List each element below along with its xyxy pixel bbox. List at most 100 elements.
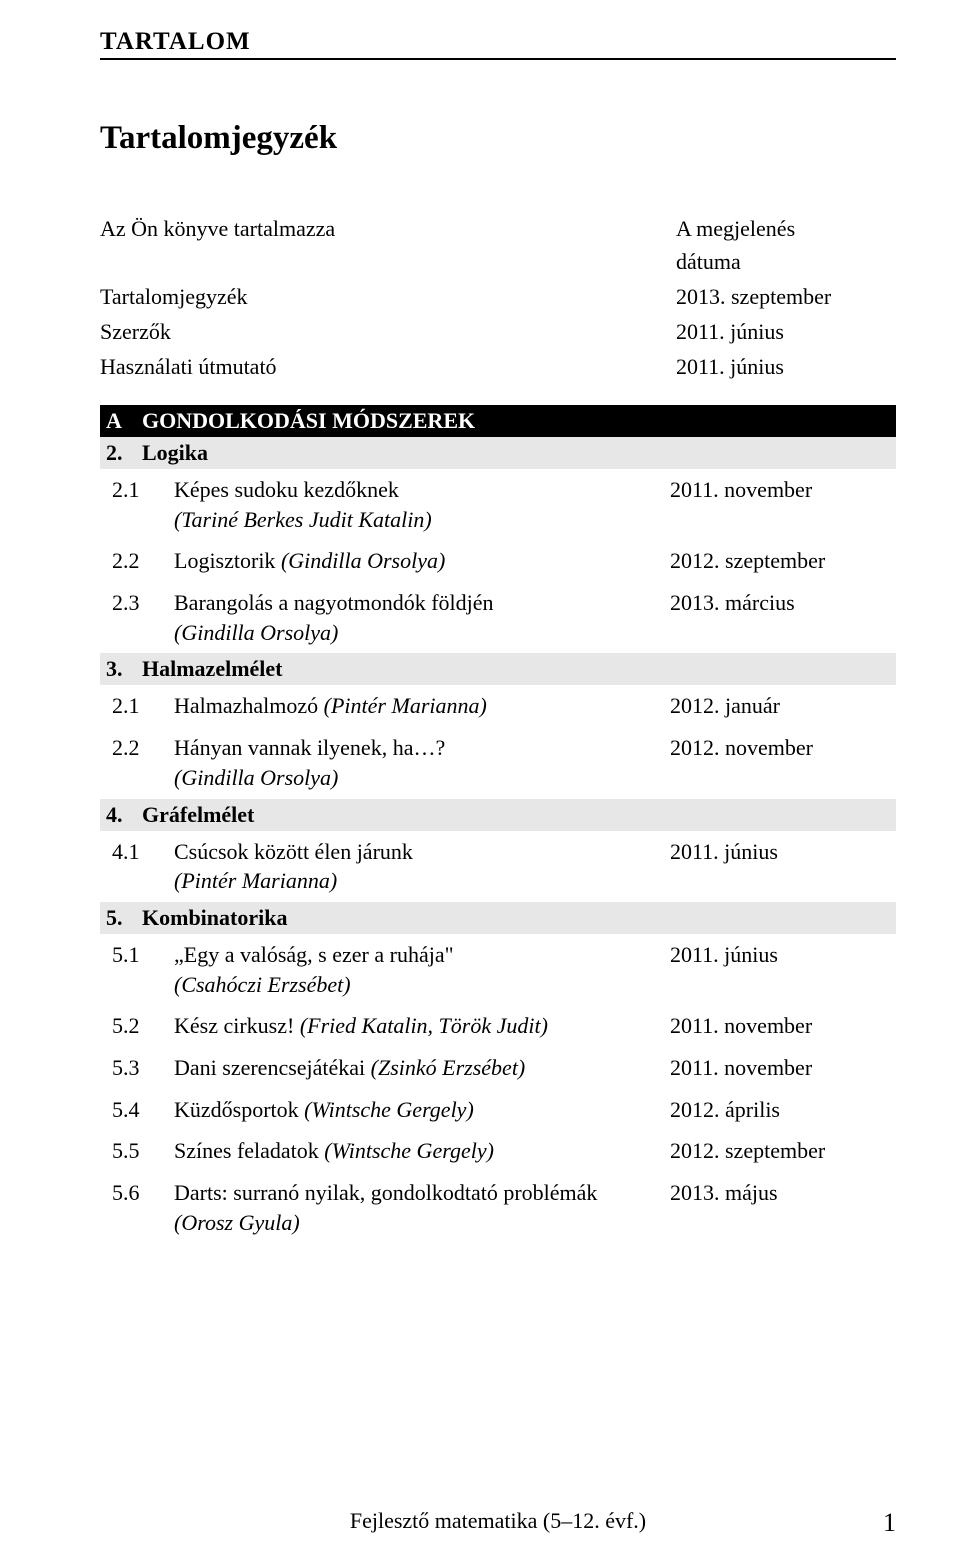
entry-date: 2011. november <box>670 475 890 534</box>
group-header: 5. Kombinatorika <box>100 902 896 934</box>
entry-author: (Pintér Marianna) <box>324 693 487 718</box>
entry-date: 2011. június <box>670 837 890 896</box>
intro-row-right: 2013. szeptember <box>676 280 896 313</box>
toc-entry: 5.2 Kész cirkusz! (Fried Katalin, Török … <box>100 1005 896 1047</box>
footer: Fejlesztő matematika (5–12. évf.) 1 <box>100 1508 896 1538</box>
intro-row-left: Tartalomjegyzék <box>100 280 676 313</box>
entry-title: Halmazhalmozó (Pintér Marianna) <box>174 691 670 721</box>
group-num: 4. <box>106 802 142 828</box>
toc-entry: 5.5 Színes feladatok (Wintsche Gergely) … <box>100 1130 896 1172</box>
entry-title-text: Dani szerencsejátékai <box>174 1055 371 1080</box>
intro-row-right: 2011. június <box>676 315 896 348</box>
entry-num: 5.6 <box>106 1178 174 1237</box>
footer-text: Fejlesztő matematika (5–12. évf.) <box>140 1508 856 1538</box>
entry-title: Logisztorik (Gindilla Orsolya) <box>174 546 670 576</box>
entry-title: Barangolás a nagyotmondók földjén (Gindi… <box>174 588 670 647</box>
entry-num: 5.5 <box>106 1136 174 1166</box>
entry-title: „Egy a valóság, s ezer a ruhája" (Csahóc… <box>174 940 670 999</box>
entry-date: 2012. szeptember <box>670 1136 890 1166</box>
group-num: 5. <box>106 905 142 931</box>
entry-num: 2.1 <box>106 691 174 721</box>
intro-row-right: 2011. június <box>676 350 896 383</box>
toc-entry: 4.1 Csúcsok között élen járunk (Pintér M… <box>100 831 896 902</box>
section-letter: A <box>106 408 142 434</box>
entry-author: (Gindilla Orsolya) <box>174 620 338 645</box>
entry-num: 5.1 <box>106 940 174 999</box>
entry-title-text: Halmazhalmozó <box>174 693 324 718</box>
intro-table: Az Ön könyve tartalmazza A megjelenés dá… <box>100 212 896 383</box>
entry-date: 2011. november <box>670 1011 890 1041</box>
group-header: 4. Gráfelmélet <box>100 799 896 831</box>
entry-author: (Fried Katalin, Török Judit) <box>300 1013 548 1038</box>
entry-title: Színes feladatok (Wintsche Gergely) <box>174 1136 670 1166</box>
entry-date: 2012. április <box>670 1095 890 1125</box>
entry-num: 2.2 <box>106 733 174 792</box>
entry-title-text: Csúcsok között élen járunk <box>174 839 413 864</box>
entry-title-text: Logisztorik <box>174 548 281 573</box>
intro-row-left: Használati útmutató <box>100 350 676 383</box>
intro-right-header-line1: A megjelenés <box>676 212 896 245</box>
entry-title: Küzdősportok (Wintsche Gergely) <box>174 1095 670 1125</box>
entry-author: (Gindilla Orsolya) <box>281 548 445 573</box>
intro-right-header-line2: dátuma <box>676 245 896 278</box>
toc-entry: 2.1 Halmazhalmozó (Pintér Marianna) 2012… <box>100 685 896 727</box>
intro-row: Használati útmutató 2011. június <box>100 350 896 383</box>
running-header: TARTALOM <box>100 28 896 60</box>
group-title: Logika <box>142 440 208 466</box>
toc-entry: 2.2 Logisztorik (Gindilla Orsolya) 2012.… <box>100 540 896 582</box>
intro-row: Szerzők 2011. június <box>100 315 896 348</box>
entry-title-text: Barangolás a nagyotmondók földjén <box>174 590 494 615</box>
entry-title: Dani szerencsejátékai (Zsinkó Erzsébet) <box>174 1053 670 1083</box>
page-number: 1 <box>856 1508 896 1538</box>
page-title: Tartalomjegyzék <box>100 120 896 157</box>
entry-author: (Gindilla Orsolya) <box>174 765 338 790</box>
entry-title-text: Kész cirkusz! <box>174 1013 300 1038</box>
toc-entry: 2.3 Barangolás a nagyotmondók földjén (G… <box>100 582 896 653</box>
group-num: 2. <box>106 440 142 466</box>
intro-row-left: Szerzők <box>100 315 676 348</box>
entry-title-text: Képes sudoku kezdőknek <box>174 477 399 502</box>
entry-title-text: Küzdősportok <box>174 1097 304 1122</box>
entry-num: 2.1 <box>106 475 174 534</box>
toc-entry: 5.1 „Egy a valóság, s ezer a ruhája" (Cs… <box>100 934 896 1005</box>
footer-spacer <box>100 1508 140 1538</box>
toc-entry: 2.2 Hányan vannak ilyenek, ha…? (Gindill… <box>100 727 896 798</box>
toc-entry: 5.3 Dani szerencsejátékai (Zsinkó Erzséb… <box>100 1047 896 1089</box>
group-title: Halmazelmélet <box>142 656 283 682</box>
intro-right-header: A megjelenés dátuma <box>676 212 896 278</box>
entry-date: 2013. május <box>670 1178 890 1237</box>
entry-num: 4.1 <box>106 837 174 896</box>
entry-author: (Zsinkó Erzsébet) <box>371 1055 526 1080</box>
entry-date: 2013. március <box>670 588 890 647</box>
entry-num: 5.3 <box>106 1053 174 1083</box>
entry-title: Kész cirkusz! (Fried Katalin, Török Judi… <box>174 1011 670 1041</box>
entry-title: Hányan vannak ilyenek, ha…? (Gindilla Or… <box>174 733 670 792</box>
entry-author: (Pintér Marianna) <box>174 868 337 893</box>
group-title: Gráfelmélet <box>142 802 254 828</box>
page: TARTALOM Tartalomjegyzék Az Ön könyve ta… <box>0 0 960 1564</box>
entry-title: Darts: surranó nyilak, gondolkodtató pro… <box>174 1178 670 1237</box>
intro-row: Tartalomjegyzék 2013. szeptember <box>100 280 896 313</box>
entry-num: 5.2 <box>106 1011 174 1041</box>
toc-entry: 5.4 Küzdősportok (Wintsche Gergely) 2012… <box>100 1089 896 1131</box>
entry-author: (Csahóczi Erzsébet) <box>174 972 351 997</box>
entry-title-text: Hányan vannak ilyenek, ha…? <box>174 735 445 760</box>
toc-entry: 5.6 Darts: surranó nyilak, gondolkodtató… <box>100 1172 896 1243</box>
entry-date: 2012. január <box>670 691 890 721</box>
entry-num: 2.3 <box>106 588 174 647</box>
entry-num: 2.2 <box>106 546 174 576</box>
intro-left-header: Az Ön könyve tartalmazza <box>100 212 676 278</box>
entry-title-text: Darts: surranó nyilak, gondolkodtató pro… <box>174 1180 597 1205</box>
entry-title-text: Színes feladatok <box>174 1138 324 1163</box>
entry-title-text: „Egy a valóság, s ezer a ruhája" <box>174 942 454 967</box>
group-header: 3. Halmazelmélet <box>100 653 896 685</box>
group-title: Kombinatorika <box>142 905 287 931</box>
entry-author: (Wintsche Gergely) <box>324 1138 494 1163</box>
entry-date: 2011. november <box>670 1053 890 1083</box>
section-bar: A GONDOLKODÁSI MÓDSZEREK <box>100 405 896 437</box>
section-title: GONDOLKODÁSI MÓDSZEREK <box>142 408 475 434</box>
entry-date: 2012. november <box>670 733 890 792</box>
group-header: 2. Logika <box>100 437 896 469</box>
entry-title: Csúcsok között élen járunk (Pintér Maria… <box>174 837 670 896</box>
entry-title: Képes sudoku kezdőknek (Tariné Berkes Ju… <box>174 475 670 534</box>
